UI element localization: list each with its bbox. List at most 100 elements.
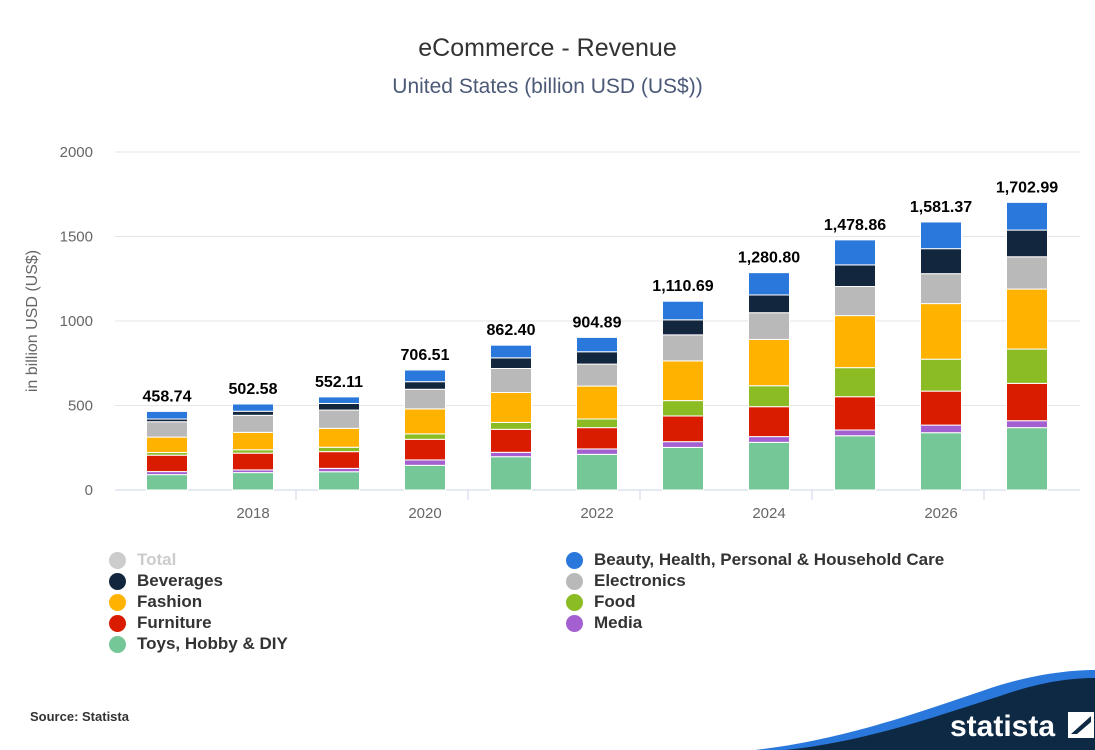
bar-segment-beauty-health-personal-household-care — [146, 410, 188, 420]
legend-item[interactable]: Beverages — [109, 571, 223, 591]
y-tick-label: 0 — [85, 482, 93, 499]
total-label: 1,110.69 — [652, 278, 714, 295]
bar-segment-fashion — [1006, 288, 1048, 350]
bar-segment-food — [834, 367, 876, 398]
bar-segment-media — [318, 467, 360, 473]
bar-segment-toys-hobby-diy — [1006, 427, 1048, 491]
svg-text:statista: statista — [950, 710, 1055, 743]
legend-label: Total — [137, 550, 177, 569]
bar-segment-furniture — [576, 427, 618, 450]
x-tick-label: 2018 — [236, 505, 269, 522]
bar-segment-electronics — [318, 409, 360, 429]
bar-segment-beauty-health-personal-household-care — [404, 369, 446, 383]
legend-marker — [566, 551, 583, 569]
bar-segment-toys-hobby-diy — [576, 453, 618, 491]
bar-segment-beverages — [1006, 229, 1048, 258]
bar-segment-beverages — [748, 294, 790, 314]
bar-segment-food — [318, 446, 360, 453]
bar-segment-media — [576, 448, 618, 455]
bar-segment-furniture — [404, 438, 446, 461]
legend-item[interactable]: Fashion — [109, 592, 202, 612]
legend-marker — [109, 572, 126, 590]
bar-segment-beauty-health-personal-household-care — [1006, 201, 1048, 231]
legend-item[interactable]: Media — [566, 613, 642, 633]
total-label: 862.40 — [487, 322, 536, 339]
bar-segment-beverages — [318, 402, 360, 411]
total-label: 706.51 — [401, 347, 450, 364]
legend-marker — [566, 614, 583, 632]
bar-segment-toys-hobby-diy — [146, 474, 188, 491]
legend-item[interactable]: Total — [109, 550, 176, 570]
legend-label: Furniture — [137, 613, 212, 632]
total-label: 1,581.37 — [910, 199, 972, 216]
legend-item[interactable]: Toys, Hobby & DIY — [109, 634, 288, 654]
legend-marker — [109, 551, 126, 569]
y-axis-label: in billion USD (US$) — [24, 250, 41, 392]
bar-segment-fashion — [404, 408, 446, 435]
legend-marker — [566, 572, 583, 590]
bar-segment-furniture — [232, 452, 274, 471]
bar-segment-furniture — [834, 396, 876, 431]
bar-segment-beauty-health-personal-household-care — [834, 239, 876, 266]
total-label: 502.58 — [229, 381, 278, 398]
bar-segment-furniture — [920, 390, 962, 426]
bar-segment-toys-hobby-diy — [662, 446, 704, 491]
bar-segment-fashion — [920, 303, 962, 360]
bar-segment-media — [1006, 420, 1048, 429]
legend-marker — [109, 635, 126, 653]
y-tick-label: 1500 — [60, 229, 93, 246]
total-label: 904.89 — [573, 314, 622, 331]
bar-segment-fashion — [490, 391, 532, 423]
chart-plot: 0 500 1000 1500 2000 in billion USD (US$) 458.… — [24, 144, 1080, 522]
bar-segment-fashion — [662, 360, 704, 402]
bar-segment-beauty-health-personal-household-care — [490, 344, 532, 359]
legend-item[interactable]: Furniture — [109, 613, 212, 633]
legend-item[interactable]: Beauty, Health, Personal & Household Car… — [566, 550, 944, 570]
statista-logo[interactable]: statista — [755, 670, 1095, 750]
bar-segment-electronics — [1006, 256, 1048, 290]
bar-segment-toys-hobby-diy — [318, 471, 360, 491]
legend-marker — [109, 614, 126, 632]
legend-label: Media — [594, 613, 643, 632]
legend-item[interactable]: Electronics — [566, 571, 686, 591]
bar-segment-beauty-health-personal-household-care — [232, 403, 274, 412]
bar-segment-fashion — [146, 436, 188, 453]
source-note: Source: Statista — [30, 709, 129, 724]
bar-segment-media — [834, 429, 876, 437]
bar-segment-food — [232, 449, 274, 454]
bar-segment-beauty-health-personal-household-care — [318, 396, 360, 404]
bar-segment-electronics — [662, 334, 704, 362]
bar-segment-fashion — [834, 315, 876, 369]
total-label: 1,280.80 — [738, 250, 800, 267]
bar-segment-furniture — [490, 428, 532, 453]
bar-segment-beverages — [404, 381, 446, 390]
y-tick-label: 500 — [68, 398, 93, 415]
legend-label: Fashion — [137, 592, 203, 611]
bar-segment-food — [920, 358, 962, 392]
legend-label: Food — [594, 592, 636, 611]
bar-segment-fashion — [748, 338, 790, 387]
legend-label: Electronics — [594, 571, 686, 590]
bar-segment-media — [662, 441, 704, 448]
bar-segment-toys-hobby-diy — [232, 472, 274, 491]
bar-segment-toys-hobby-diy — [920, 432, 962, 491]
bar-segment-electronics — [232, 414, 274, 433]
total-label: 1,702.99 — [996, 179, 1058, 196]
bar-segment-food — [662, 400, 704, 417]
chart-subtitle: United States (billion USD (US$)) — [392, 75, 703, 98]
legend-marker — [109, 593, 126, 611]
bar-segment-electronics — [920, 273, 962, 305]
legend-item[interactable]: Food — [566, 592, 636, 612]
bar-segment-electronics — [146, 421, 188, 438]
legend-marker — [566, 593, 583, 611]
legend-label: Beauty, Health, Personal & Household Car… — [594, 550, 945, 569]
bar-segment-beauty-health-personal-household-care — [662, 300, 704, 321]
x-tick-label: 2022 — [580, 505, 613, 522]
bar-segment-beauty-health-personal-household-care — [576, 336, 618, 353]
bar-segment-beverages — [834, 264, 876, 288]
total-label: 552.11 — [315, 374, 363, 391]
y-tick-label: 2000 — [60, 144, 93, 161]
bar-segment-food — [748, 385, 790, 408]
bar-segment-electronics — [490, 367, 532, 393]
bar-segment-media — [404, 459, 446, 466]
